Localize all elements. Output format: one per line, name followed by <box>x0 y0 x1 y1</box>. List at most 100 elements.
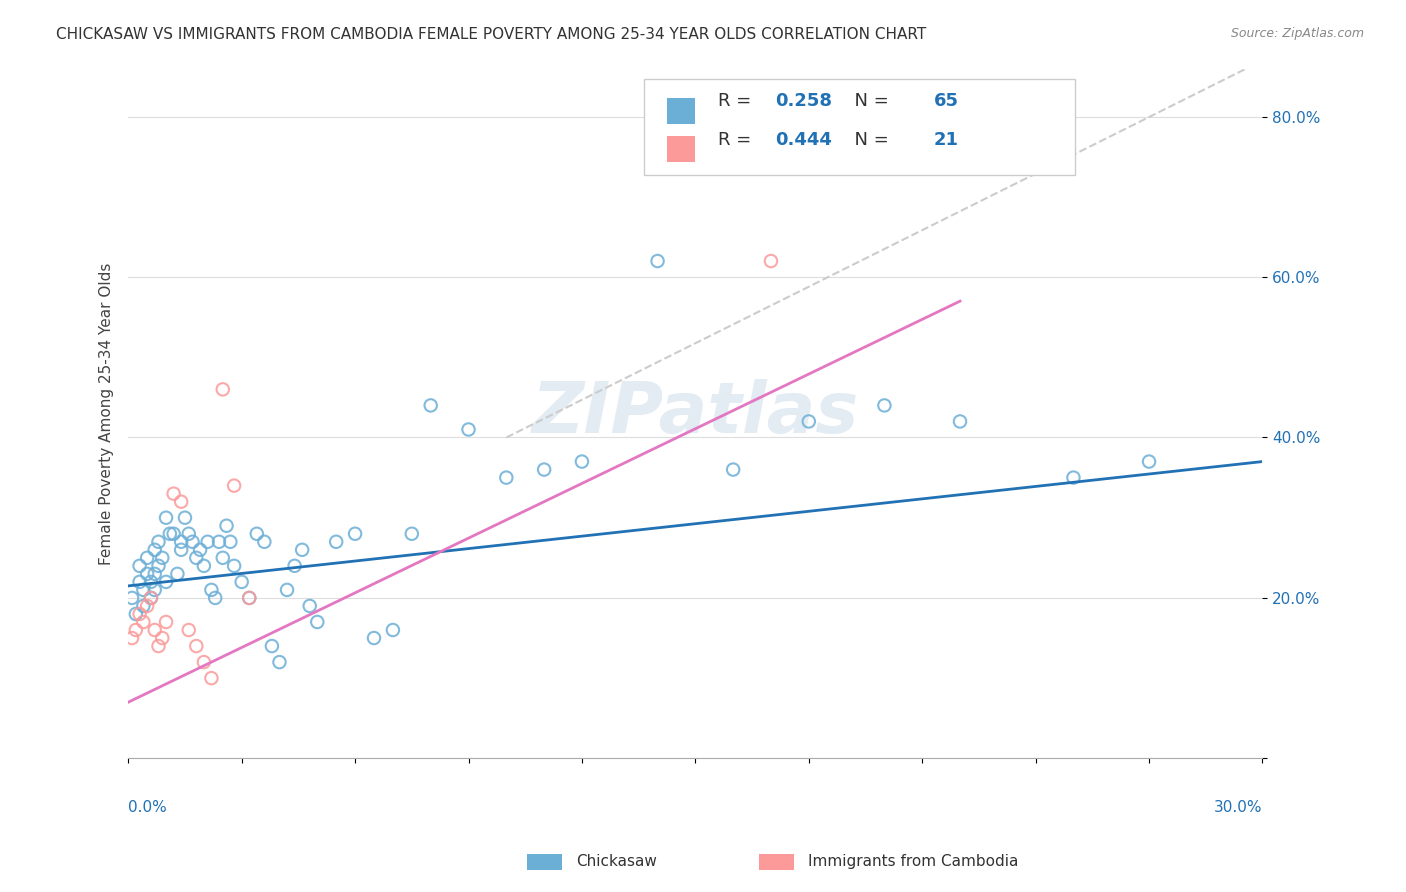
Text: Chickasaw: Chickasaw <box>576 855 658 869</box>
Immigrants from Cambodia <box>150 631 173 645</box>
Text: R =: R = <box>718 130 756 149</box>
Immigrants from Cambodia <box>139 591 162 605</box>
Chickasaw <box>150 550 173 565</box>
Chickasaw <box>291 542 314 557</box>
Text: R =: R = <box>718 92 756 110</box>
Chickasaw <box>155 574 177 589</box>
Text: 0.0%: 0.0% <box>128 800 167 814</box>
Chickasaw <box>170 534 193 549</box>
Immigrants from Cambodia <box>162 486 184 500</box>
Text: ZIPatlas: ZIPatlas <box>531 379 859 448</box>
Bar <box>666 98 696 124</box>
Chickasaw <box>284 558 307 573</box>
Chickasaw <box>148 558 170 573</box>
Chickasaw <box>211 550 233 565</box>
Immigrants from Cambodia <box>136 599 159 613</box>
Immigrants from Cambodia <box>143 623 166 637</box>
Chickasaw <box>121 591 143 605</box>
Chickasaw <box>457 422 479 436</box>
Chickasaw <box>181 534 204 549</box>
Immigrants from Cambodia <box>835 110 858 124</box>
Chickasaw <box>186 550 208 565</box>
Immigrants from Cambodia <box>170 494 193 508</box>
Chickasaw <box>128 574 150 589</box>
Chickasaw <box>238 591 260 605</box>
Text: 0.444: 0.444 <box>775 130 831 149</box>
Immigrants from Cambodia <box>121 631 143 645</box>
Chickasaw <box>276 582 298 597</box>
Immigrants from Cambodia <box>238 591 260 605</box>
Chickasaw <box>143 582 166 597</box>
Chickasaw <box>200 582 222 597</box>
Chickasaw <box>949 414 972 428</box>
Chickasaw <box>231 574 253 589</box>
Chickasaw <box>1137 454 1160 468</box>
Chickasaw <box>132 582 155 597</box>
Chickasaw <box>363 631 385 645</box>
Text: Source: ZipAtlas.com: Source: ZipAtlas.com <box>1230 27 1364 40</box>
Chickasaw <box>298 599 321 613</box>
Chickasaw <box>159 526 181 541</box>
Chickasaw <box>139 591 162 605</box>
Chickasaw <box>219 534 242 549</box>
Chickasaw <box>533 462 555 476</box>
Immigrants from Cambodia <box>193 655 215 669</box>
Chickasaw <box>162 526 184 541</box>
Immigrants from Cambodia <box>224 478 246 492</box>
Text: N =: N = <box>842 92 894 110</box>
Chickasaw <box>495 470 517 484</box>
Text: 0.258: 0.258 <box>775 92 832 110</box>
Chickasaw <box>246 526 269 541</box>
Chickasaw <box>571 454 593 468</box>
Chickasaw <box>1062 470 1084 484</box>
Chickasaw <box>215 518 238 533</box>
Chickasaw <box>260 639 283 653</box>
Immigrants from Cambodia <box>132 615 155 629</box>
Chickasaw <box>419 398 441 412</box>
Immigrants from Cambodia <box>128 607 150 621</box>
Chickasaw <box>170 542 193 557</box>
Immigrants from Cambodia <box>148 639 170 653</box>
Chickasaw <box>132 599 155 613</box>
Text: 65: 65 <box>934 92 959 110</box>
Chickasaw <box>125 607 148 621</box>
Chickasaw <box>197 534 219 549</box>
Immigrants from Cambodia <box>200 671 222 685</box>
Chickasaw <box>381 623 404 637</box>
Immigrants from Cambodia <box>186 639 208 653</box>
Immigrants from Cambodia <box>177 623 200 637</box>
Chickasaw <box>143 542 166 557</box>
Chickasaw <box>269 655 291 669</box>
Chickasaw <box>139 574 162 589</box>
Chickasaw <box>188 542 211 557</box>
Chickasaw <box>174 510 197 524</box>
Chickasaw <box>208 534 231 549</box>
Text: Immigrants from Cambodia: Immigrants from Cambodia <box>808 855 1019 869</box>
Bar <box>666 136 696 161</box>
Immigrants from Cambodia <box>759 254 782 268</box>
Y-axis label: Female Poverty Among 25-34 Year Olds: Female Poverty Among 25-34 Year Olds <box>100 262 114 565</box>
Chickasaw <box>128 558 150 573</box>
Chickasaw <box>148 534 170 549</box>
Chickasaw <box>155 510 177 524</box>
Immigrants from Cambodia <box>125 623 148 637</box>
Chickasaw <box>647 254 669 268</box>
Chickasaw <box>344 526 367 541</box>
Immigrants from Cambodia <box>211 383 233 397</box>
Text: 21: 21 <box>934 130 959 149</box>
Chickasaw <box>307 615 329 629</box>
Chickasaw <box>193 558 215 573</box>
Chickasaw <box>873 398 896 412</box>
Text: N =: N = <box>842 130 894 149</box>
Chickasaw <box>401 526 423 541</box>
Chickasaw <box>325 534 347 549</box>
Chickasaw <box>204 591 226 605</box>
Chickasaw <box>143 566 166 581</box>
Text: CHICKASAW VS IMMIGRANTS FROM CAMBODIA FEMALE POVERTY AMONG 25-34 YEAR OLDS CORRE: CHICKASAW VS IMMIGRANTS FROM CAMBODIA FE… <box>56 27 927 42</box>
Chickasaw <box>166 566 188 581</box>
Chickasaw <box>177 526 200 541</box>
Chickasaw <box>797 414 820 428</box>
FancyBboxPatch shape <box>644 78 1076 176</box>
Text: 30.0%: 30.0% <box>1213 800 1263 814</box>
Chickasaw <box>136 566 159 581</box>
